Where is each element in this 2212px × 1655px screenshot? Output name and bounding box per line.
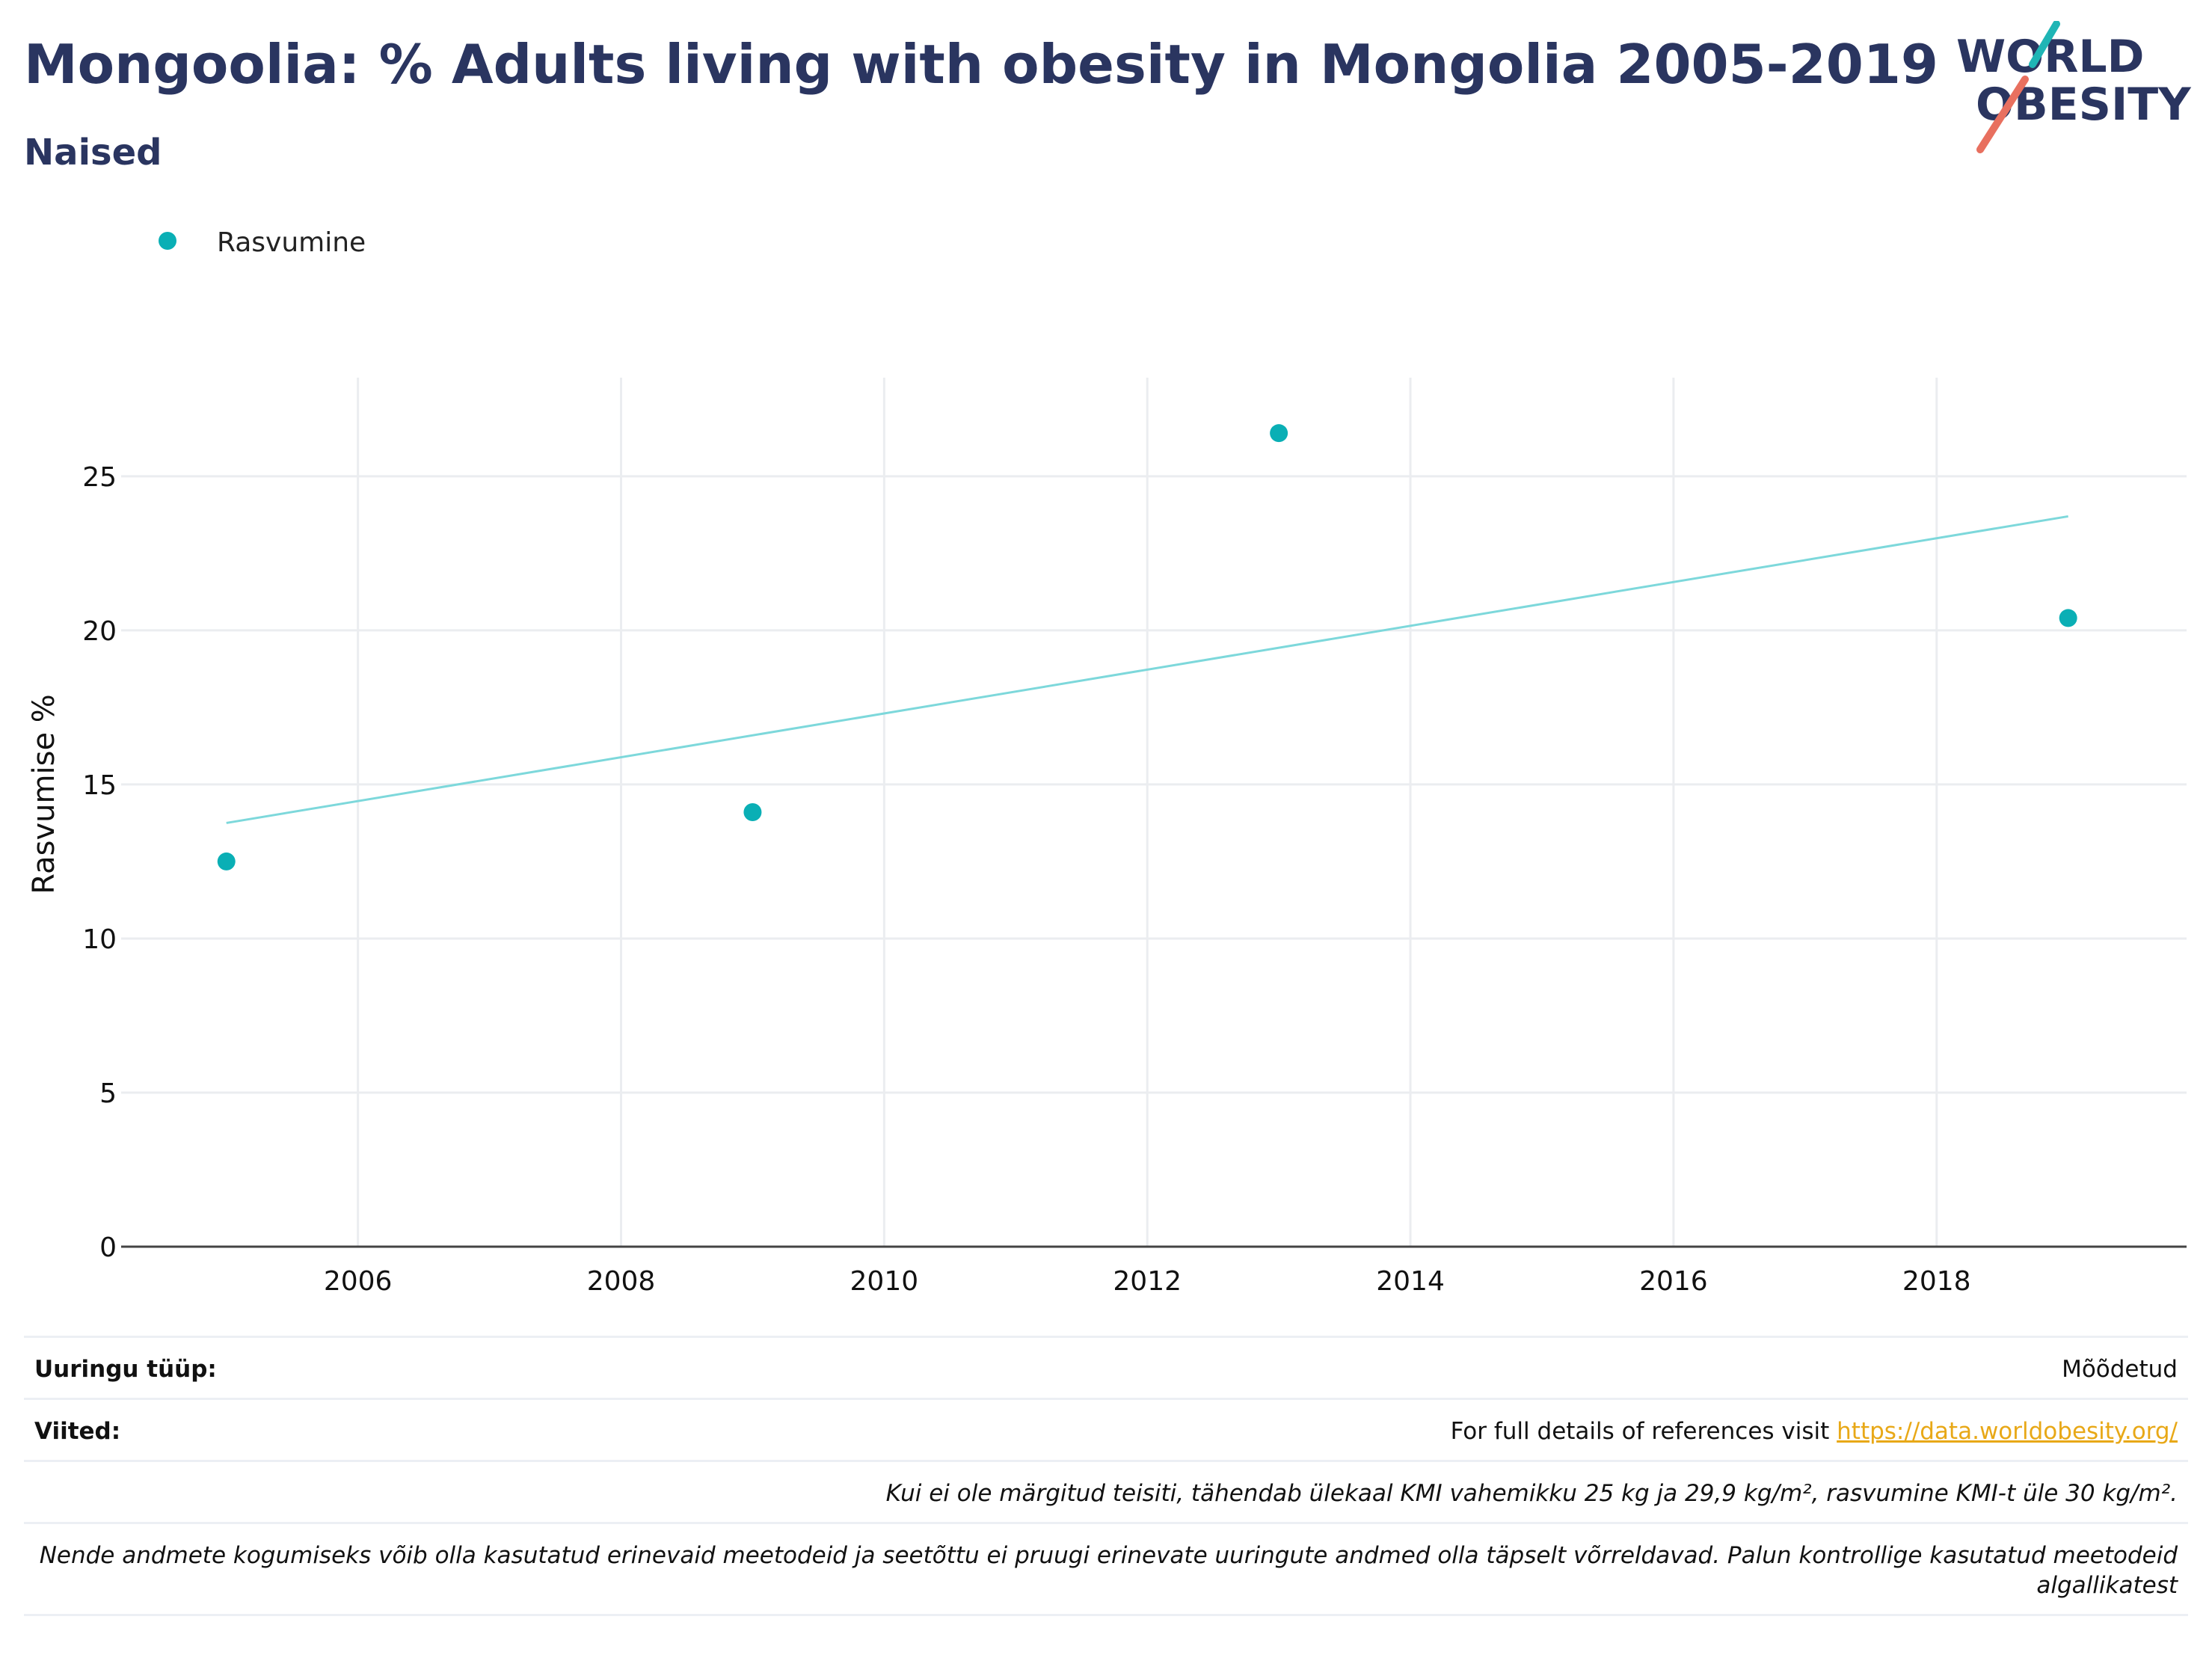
x-tick-label: 2008 [587, 1266, 656, 1297]
trendline-group [226, 515, 2068, 824]
x-tick-label: 2016 [1639, 1266, 1708, 1297]
axes: 0 5 10 15 20 25 2006 2008 2010 2012 2014 2016 2018 [82, 462, 2187, 1297]
y-tick-label: 15 [82, 770, 117, 801]
y-tick-label: 10 [82, 924, 117, 955]
data-point [2059, 609, 2077, 627]
y-tick-label: 0 [99, 1232, 117, 1263]
data-point [217, 852, 236, 871]
methods-note-line1: Nende andmete kogumiseks võib olla kasut… [39, 1542, 2178, 1569]
trendline [226, 515, 2068, 824]
references-label: Viited: [34, 1418, 121, 1445]
footer-table: Uuringu tüüp: Mõõdetud Viited: For full … [24, 1336, 2188, 1616]
chart-subtitle: Naised [24, 132, 162, 174]
y-tick-label: 20 [82, 616, 117, 647]
footer-row-bmi-note: Kui ei ole märgitud teisiti, tähendab ül… [24, 1460, 2188, 1522]
x-tick-label: 2010 [850, 1266, 919, 1297]
methods-note: Nende andmete kogumiseks võib olla kasut… [40, 1541, 2178, 1600]
y-tick-label: 25 [82, 462, 117, 493]
references-link[interactable]: https://data.worldobesity.org/ [1837, 1418, 2178, 1445]
survey-type-value: Mõõdetud [2062, 1356, 2178, 1383]
x-tick-label: 2018 [1902, 1266, 1971, 1297]
methods-note-line2: algallikatest [2036, 1572, 2178, 1599]
references-text: For full details of references visit [1450, 1418, 1837, 1445]
data-points [217, 424, 2077, 871]
footer-row-survey-type: Uuringu tüüp: Mõõdetud [24, 1336, 2188, 1398]
footer-row-references: Viited: For full details of references v… [24, 1398, 2188, 1460]
x-tick-label: 2014 [1376, 1266, 1445, 1297]
references-value: For full details of references visit htt… [1451, 1418, 2178, 1445]
chart-title: Mongoolia: % Adults living with obesity … [24, 33, 1939, 96]
legend-marker-rasvumine [159, 232, 176, 250]
world-obesity-logo: WORLD OBESITY [1956, 21, 2192, 153]
y-tick-label: 5 [99, 1078, 117, 1109]
logo-coral-slash [1976, 76, 2029, 153]
data-point [743, 803, 762, 821]
logo-teal-slash [2029, 21, 2060, 68]
bmi-definition-note: Kui ei ole märgitud teisiti, tähendab ül… [885, 1480, 2178, 1507]
scatter-chart: Rasvumine 0 5 10 15 20 25 2006 2008 2010 2012 2014… [27, 227, 2187, 1297]
data-point [1270, 424, 1288, 443]
legend: Rasvumine [159, 227, 366, 258]
x-tick-label: 2012 [1113, 1266, 1182, 1297]
y-axis-label: Rasvumise % [27, 694, 61, 894]
survey-type-label: Uuringu tüüp: [34, 1356, 217, 1383]
x-tick-label: 2006 [324, 1266, 393, 1297]
grid [121, 378, 2187, 1247]
legend-label-rasvumine: Rasvumine [217, 227, 366, 258]
footer-row-methods-note: Nende andmete kogumiseks võib olla kasut… [24, 1522, 2188, 1616]
